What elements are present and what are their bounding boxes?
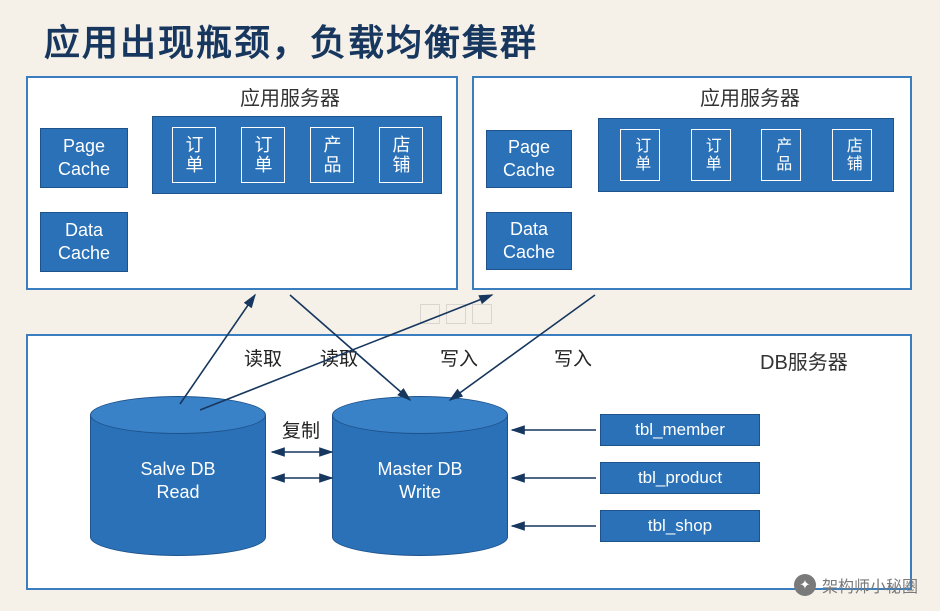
tbl-product: tbl_product — [600, 462, 760, 494]
edge-label-write-2: 写入 — [554, 344, 592, 371]
slave-db-cylinder: Salve DB Read — [90, 396, 266, 556]
edge-label-write-1: 写入 — [440, 344, 478, 371]
edge-label-read-2: 读取 — [320, 344, 358, 371]
app-server-2-label: 应用服务器 — [700, 82, 800, 111]
app-server-1-label: 应用服务器 — [240, 82, 340, 111]
tbl-member: tbl_member — [600, 414, 760, 446]
master-db-label: Master DB Write — [332, 458, 508, 505]
watermark-text: 架构师小秘圈 — [822, 573, 918, 597]
page-cache-2: Page Cache — [486, 130, 572, 188]
master-db-cylinder: Master DB Write — [332, 396, 508, 556]
slave-db-label: Salve DB Read — [90, 458, 266, 505]
page-cache-1: Page Cache — [40, 128, 128, 188]
edge-label-read-1: 读取 — [244, 344, 282, 371]
module-item: 订单 — [241, 127, 285, 183]
module-item: 订单 — [172, 127, 216, 183]
data-cache-1: Data Cache — [40, 212, 128, 272]
watermark-icons — [420, 304, 492, 324]
module-item: 店铺 — [832, 129, 872, 181]
tbl-shop: tbl_shop — [600, 510, 760, 542]
module-item: 订单 — [691, 129, 731, 181]
module-group-2: 订单 订单 产品 店铺 — [598, 118, 894, 192]
module-item: 订单 — [620, 129, 660, 181]
module-item: 产品 — [761, 129, 801, 181]
diagram-title: 应用出现瓶颈，负载均衡集群 — [44, 14, 538, 66]
wechat-icon: ✦ — [794, 574, 816, 596]
db-server-label: DB服务器 — [760, 346, 848, 375]
data-cache-2: Data Cache — [486, 212, 572, 270]
module-item: 产品 — [310, 127, 354, 183]
edge-label-copy: 复制 — [282, 416, 320, 443]
watermark: ✦ 架构师小秘圈 — [794, 573, 918, 597]
module-group-1: 订单 订单 产品 店铺 — [152, 116, 442, 194]
module-item: 店铺 — [379, 127, 423, 183]
